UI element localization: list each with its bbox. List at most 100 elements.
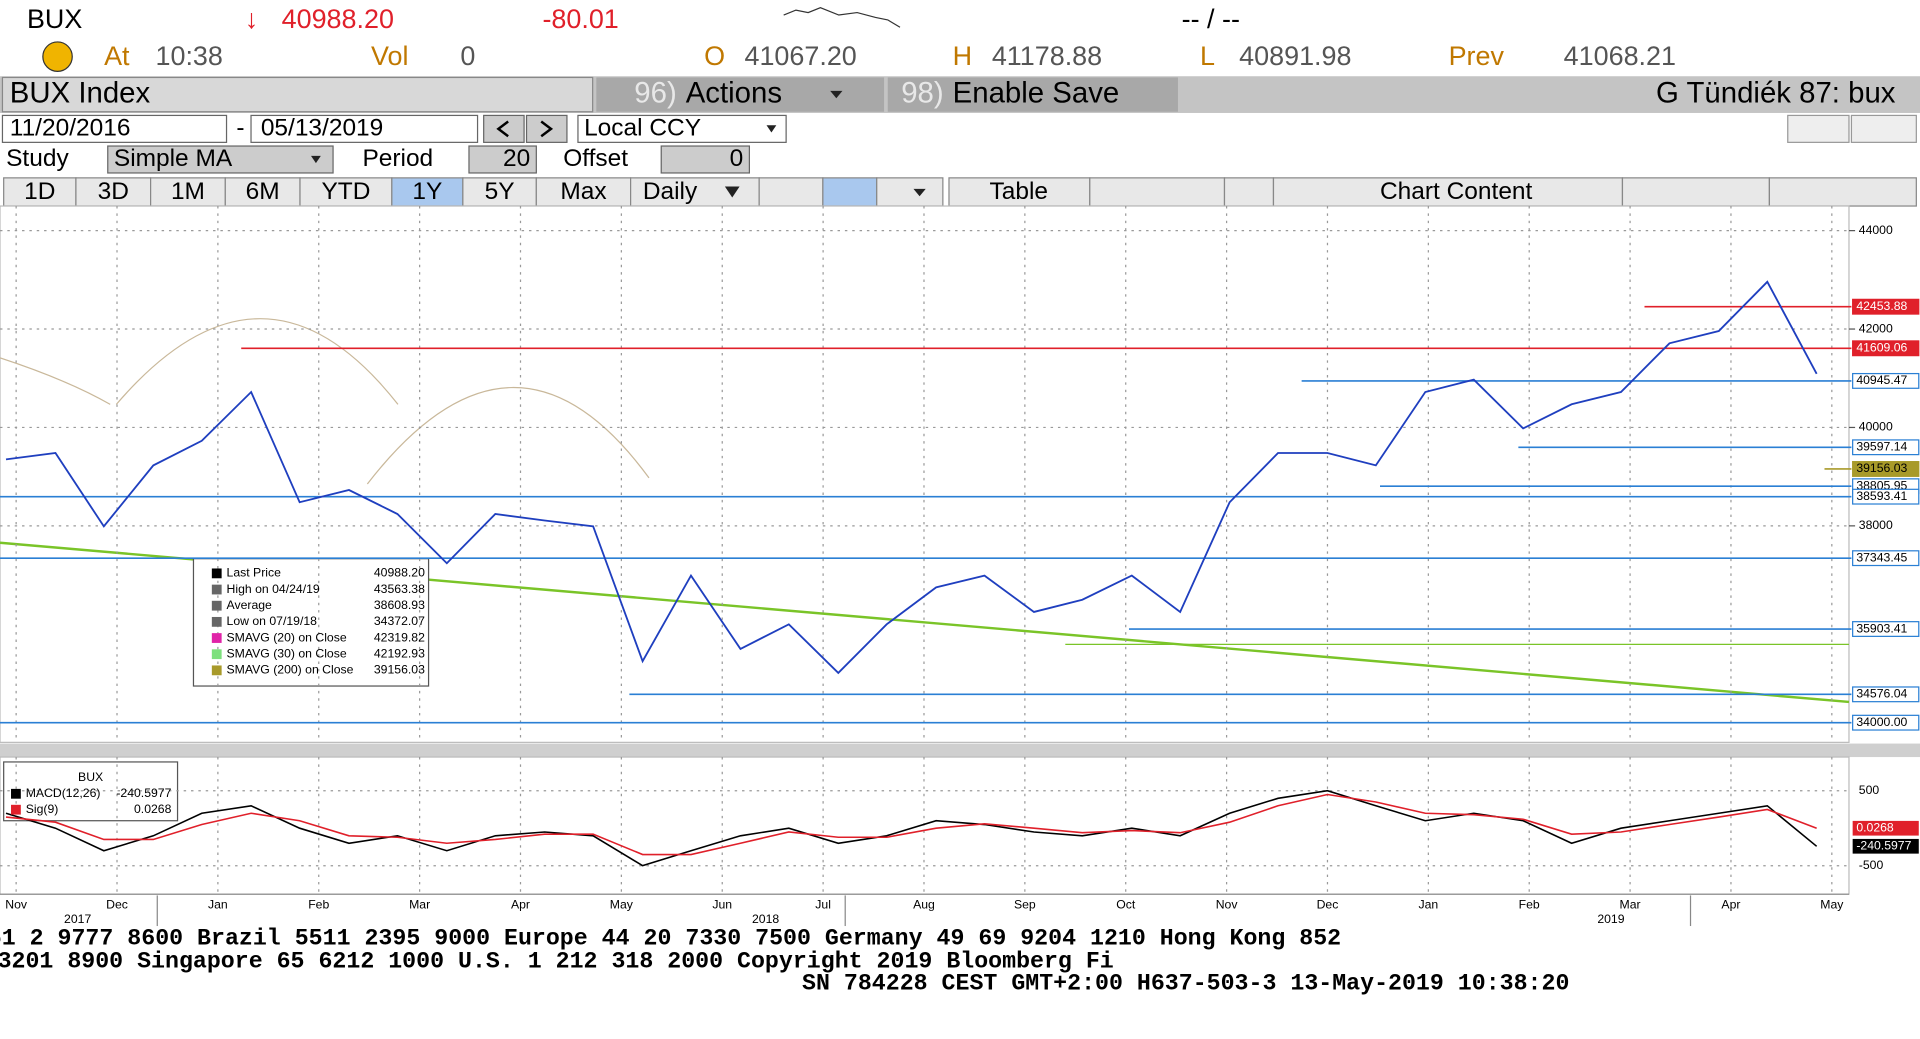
arc [366,387,650,485]
edit-button[interactable] [1621,177,1770,207]
level-label: 39597.14 [1856,440,1907,454]
bar-style-button[interactable] [822,177,878,207]
range-label: Max [560,178,606,205]
legend-value: -240.5977 [116,786,171,800]
chart-content-button[interactable] [1272,177,1624,207]
range-button[interactable] [299,177,393,207]
legend-value: 40988.20 [374,566,425,580]
legend-name: High on 04/24/19 [227,582,320,596]
range-label: 1M [171,178,205,205]
end-date: 05/13/2019 [261,114,383,141]
style-dropdown[interactable] [876,177,944,207]
legend-box [192,558,430,687]
legend-value: 39156.03 [374,663,425,677]
level-box [1852,372,1920,389]
save-number: 98) [901,76,943,109]
legend-name: Low on 07/19/18 [227,614,318,628]
settings-button[interactable] [1768,177,1917,207]
x-tick-label: Mar [1620,897,1641,911]
range-button[interactable] [150,177,226,207]
macd-line [5,793,1817,856]
macd-line [5,789,1818,867]
actions: Actions [686,76,782,109]
year-label: 2017 [64,912,91,926]
legend-value: 34372.07 [374,614,425,628]
legend-name: Sig(9) [26,802,59,816]
legend-swatch [11,804,21,815]
legend-value: 43563.38 [374,582,425,596]
offset-label: Offset [563,145,628,172]
legend-swatch [211,616,222,627]
collapse-button[interactable] [1223,177,1275,207]
level-label: 34576.04 [1856,687,1907,701]
open: 41067.20 [744,41,856,71]
currency-box[interactable] [577,114,787,143]
study-box[interactable] [107,145,334,174]
start-date-box[interactable] [1,114,228,143]
last-price: 40988.20 [282,4,394,34]
value-box [1852,820,1919,836]
legend-name: SMAVG (200) on Close [227,663,354,677]
table: Table [990,178,1049,205]
save: Enable Save [953,76,1120,109]
range-label: 1D [24,178,55,205]
level-box [1852,714,1920,731]
footer-line: 61 2 9777 8600 Brazil 5511 2395 9000 Eur… [0,925,1341,951]
legend-value: 42319.82 [374,630,425,644]
period-label: Period [362,145,433,172]
offset-box[interactable] [660,145,750,174]
legend-name: MACD(12,26) [26,786,101,800]
date-separator: - [236,114,244,141]
period: 20 [503,145,530,172]
prev-button[interactable] [483,114,525,143]
prev-label: Prev [1449,41,1505,71]
legend-swatch [11,788,21,799]
undo-button[interactable] [1787,114,1850,143]
y-tick-label: 40000 [1859,420,1893,434]
y-tick-label: 44000 [1859,223,1893,237]
level-label: 35903.41 [1856,621,1907,635]
high: 41178.88 [992,41,1102,71]
x-tick-label: Feb [1519,897,1540,911]
range-button[interactable] [535,177,632,207]
dropdown-arrow [724,186,740,198]
level-label: 37343.45 [1856,550,1907,564]
open-label: O [704,41,725,71]
year-label: 2019 [1597,912,1624,926]
y-tick-label: 500 [1859,783,1880,797]
range-button[interactable] [391,177,464,207]
level-label: 40945.47 [1856,373,1907,387]
security: BUX Index [10,76,151,109]
x-tick-label: May [610,897,634,911]
save-button[interactable] [887,77,1178,112]
line-style-button[interactable] [758,177,824,207]
x-tick-label: Sep [1014,897,1036,911]
volume: 0 [460,41,475,71]
frequency-button[interactable] [630,177,760,207]
legend-swatch [211,633,222,643]
time-label: At [104,41,130,71]
start-date: 11/20/2016 [10,114,131,141]
redo-button[interactable] [1850,114,1917,143]
legend-swatch [211,649,222,660]
range-label: 6M [246,178,280,205]
chart-content: Chart Content [1380,178,1533,205]
end-date-box[interactable] [250,114,479,143]
x-tick-label: Oct [1116,897,1136,911]
period-box[interactable] [468,145,537,174]
next-button[interactable] [525,114,568,143]
x-tick-label: May [1820,897,1844,911]
clock-icon [42,41,73,72]
legend-swatch [211,584,222,595]
level-box [1852,439,1920,456]
dropdown-arrow [913,188,926,197]
level-box [1852,298,1920,315]
y-tick-label: -500 [1859,858,1884,872]
security-box[interactable] [1,76,594,113]
time: 10:38 [156,41,223,71]
sparkline [783,7,901,28]
x-tick-label: Jul [815,897,831,911]
range-button[interactable] [3,177,77,207]
dropdown-arrow [830,90,843,99]
bid-ask: -- / -- [1182,4,1240,34]
